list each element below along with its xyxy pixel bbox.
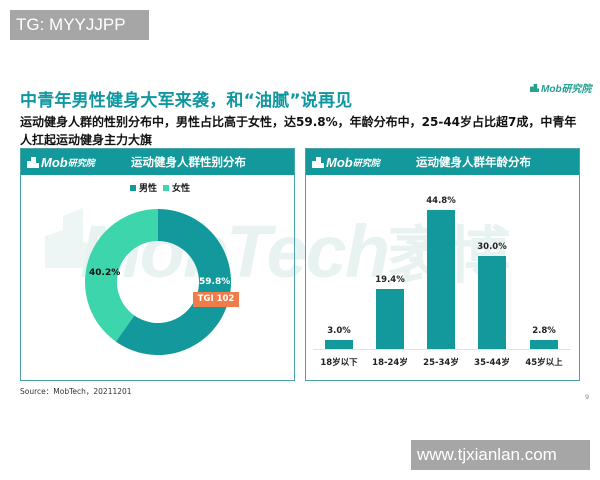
brand-logo: Mob研究院	[530, 80, 592, 95]
donut-slice-male	[115, 209, 231, 355]
brand-logo-text: Mob研究院	[541, 84, 592, 95]
legend-swatch-female	[163, 184, 170, 191]
legend-swatch-male	[130, 184, 136, 191]
panel-logo: Mob 研究院	[312, 155, 380, 170]
panel-logo-cn: 研究院	[67, 157, 95, 168]
donut-label-male: 59.8%	[199, 277, 231, 287]
legend-label: 女性	[172, 184, 191, 194]
x-axis-category-label: 18岁以下	[320, 358, 358, 368]
building-logo-icon	[530, 83, 539, 92]
overlay-tag-bottom: www.tjxianlan.com	[411, 440, 590, 470]
age-distribution-panel: Mob 研究院 运动健身人群年龄分布	[305, 148, 580, 381]
panel-logo-latin: Mob	[326, 154, 353, 170]
panel-header: Mob 研究院 运动健身人群年龄分布	[306, 149, 579, 175]
bar-3	[478, 255, 506, 349]
slide-title: 中青年男性健身大军来袭，和“油腻”说再见	[20, 91, 353, 111]
panel-logo-latin: Mob	[41, 154, 68, 170]
bar-2	[427, 210, 455, 349]
tgi-badge: TGI 102	[193, 292, 239, 307]
building-logo-icon	[312, 157, 324, 168]
bar-1	[376, 288, 404, 349]
gender-distribution-panel: Mob 研究院 运动健身人群性别分布	[20, 148, 295, 381]
bar-value-label: 2.8%	[532, 326, 556, 337]
x-axis-category-label: 18-24岁	[372, 358, 408, 368]
overlay-tag-top: TG: MYYJJPP	[10, 10, 149, 40]
panel-title: 运动健身人群性别分布	[131, 155, 246, 169]
legend-item-female: 女性	[163, 181, 190, 194]
page-number: 9	[585, 393, 590, 401]
bar-value-label: 30.0%	[477, 241, 507, 252]
panel-title: 运动健身人群年龄分布	[416, 155, 531, 169]
x-axis-category-label: 25-34岁	[423, 358, 459, 368]
bar-4	[530, 340, 558, 349]
gender-donut-chart	[85, 209, 231, 355]
donut-slice-female	[85, 209, 158, 342]
source-note: Source：MobTech，20211201	[20, 387, 132, 396]
chart-legend: 男性 女性	[130, 181, 190, 194]
bar-0	[325, 339, 353, 349]
bar-value-label: 19.4%	[375, 274, 405, 285]
legend-item-male: 男性	[130, 181, 157, 194]
legend-label: 男性	[139, 184, 158, 194]
x-axis-baseline	[313, 349, 571, 350]
building-logo-icon	[27, 157, 39, 168]
panel-logo-cn: 研究院	[352, 157, 380, 168]
panel-header: Mob 研究院 运动健身人群性别分布	[21, 149, 294, 175]
bar-value-label: 3.0%	[327, 325, 351, 336]
bar-value-label: 44.8%	[426, 196, 456, 206]
donut-label-female: 40.2%	[89, 268, 121, 278]
x-axis-category-label: 35-44岁	[474, 358, 510, 368]
panel-logo: Mob 研究院	[27, 155, 95, 170]
x-axis-category-label: 45岁以上	[525, 358, 563, 368]
slide-subtitle: 运动健身人群的性别分布中，男性占比高于女性，达59.8%，年龄分布中，25-44…	[20, 115, 577, 147]
